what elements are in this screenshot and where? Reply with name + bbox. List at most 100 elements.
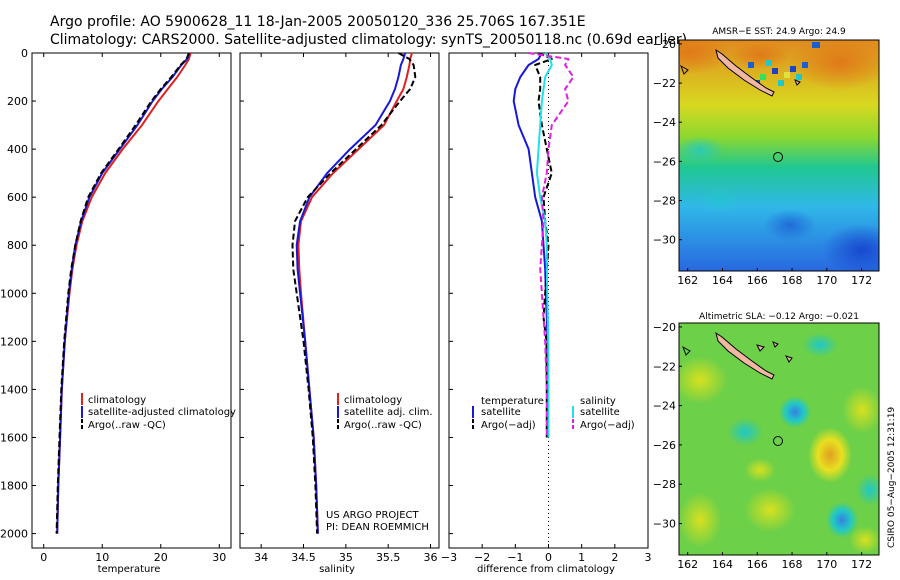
y-tick-label: 1800 (0, 480, 28, 493)
map-x-tick-label: 162 (677, 558, 698, 571)
sla-map-frame (678, 322, 880, 556)
legend-label-sal-argo: Argo(−adj) (580, 420, 635, 431)
map-x-tick-label: 166 (747, 274, 768, 287)
figure-title-line2: Climatology: CARS2000. Satellite-adjuste… (50, 32, 687, 48)
map-y-tick-label: −24 (653, 116, 676, 129)
x-tick-label: 3 (645, 551, 652, 564)
map-y-tick-label: −28 (653, 195, 676, 208)
x-tick-label: 20 (154, 551, 168, 564)
map-y-tick-label: −28 (653, 478, 676, 491)
x-tick-label: 0 (545, 551, 552, 564)
map-y-tick-label: −30 (653, 518, 676, 531)
new-caledonia-island (715, 331, 775, 380)
map-x-tick-label: 172 (851, 558, 872, 571)
temperature-legend: climatology satellite-adjusted climatolo… (81, 393, 236, 431)
map-y-tick-label: −30 (653, 234, 676, 247)
salinity-panel-frame (239, 52, 440, 549)
legend-label-sal-satellite: satellite (580, 407, 620, 418)
legend-label-temp-satellite: satellite (481, 407, 521, 418)
map-x-tick-label: 168 (782, 274, 803, 287)
x-tick-label: 2 (611, 551, 618, 564)
argo-float-marker (773, 152, 783, 162)
x-tick-label: −2 (474, 551, 490, 564)
temperature-xlabel: temperature (98, 564, 161, 575)
x-tick-label: −1 (507, 551, 523, 564)
project-annotation-line1: US ARGO PROJECT (326, 510, 420, 521)
x-tick-label: 35.5 (376, 551, 401, 564)
sst-map-frame (678, 39, 880, 272)
map-x-tick-label: 162 (677, 274, 698, 287)
legend-label-satellite: satellite adj. clim. (344, 407, 433, 418)
map-y-tick-label: −20 (653, 38, 676, 51)
x-tick-label: 10 (95, 551, 109, 564)
y-tick-label: 1000 (0, 287, 28, 300)
legend-label-argo: Argo(..raw -QC) (344, 420, 422, 431)
x-tick-label: 34.5 (291, 551, 316, 564)
y-tick-label: 1200 (0, 335, 28, 348)
temperature-panel-frame (31, 52, 232, 549)
legend-label-satellite: satellite-adjusted climatology (88, 407, 236, 418)
x-tick-label: 30 (212, 551, 226, 564)
difference-legend-salinity: salinity satellite Argo(−adj) (572, 396, 635, 431)
map-y-tick-label: −24 (653, 400, 676, 413)
legend-head-salinity: salinity (580, 396, 616, 407)
map-y-tick-label: −26 (653, 155, 676, 168)
y-tick-label: 0 (21, 47, 28, 60)
legend-label-argo: Argo(..raw -QC) (88, 420, 166, 431)
x-tick-label: 1 (578, 551, 585, 564)
difference-axis-ticks: −3 −2 −1 0 1 2 3 (441, 52, 652, 564)
temperature-axis-ticks: 0 10 20 30 0 200 400 600 800 1000 1200 1400 1600 1800… (0, 47, 226, 564)
map-x-tick-label: 168 (782, 558, 803, 571)
salinity-xlabel: salinity (319, 564, 355, 575)
x-tick-label: 35 (339, 551, 353, 564)
series-line-salinity-satellite (535, 52, 553, 438)
legend-head-temperature: temperature (481, 396, 544, 407)
y-tick-label: 1600 (0, 431, 28, 444)
argo-float-marker (773, 436, 783, 446)
y-tick-label: 600 (7, 191, 28, 204)
legend-label-climatology: climatology (344, 395, 402, 406)
map-y-tick-label: −26 (653, 439, 676, 452)
y-tick-label: 400 (7, 143, 28, 156)
sst-map-field (679, 40, 879, 271)
sla-map-field (679, 323, 879, 555)
difference-legend-temperature: temperature satellite Argo(−adj) (472, 396, 544, 431)
csiro-timestamp: CSIRO 05−Aug−2005 12:31:19 (887, 407, 897, 548)
y-tick-label: 2000 (0, 528, 28, 541)
legend-label-temp-argo: Argo(−adj) (481, 420, 536, 431)
new-caledonia-island (715, 48, 775, 97)
series-line-salinity-argo-adj (528, 52, 575, 438)
sst-map-ticks: 162 164 166 168 170 172 −20 −22 −24 −26 −28 −30 (653, 38, 872, 287)
x-tick-label: 36 (424, 551, 438, 564)
map-y-tick-label: −22 (653, 360, 676, 373)
sla-map-title: Altimetric SLA: −0.12 Argo: −0.021 (699, 312, 859, 322)
salinity-axis-ticks: 34 34.5 35 35.5 36 (240, 52, 438, 564)
x-tick-label: 34 (254, 551, 268, 564)
y-tick-label: 200 (7, 95, 28, 108)
difference-series (512, 52, 575, 438)
map-x-tick-label: 172 (851, 274, 872, 287)
series-line-climatology (56, 52, 192, 534)
map-y-tick-label: −20 (653, 321, 676, 334)
y-tick-label: 800 (7, 239, 28, 252)
series-line-argo-raw-qc (55, 52, 190, 534)
salinity-legend: climatology satellite adj. clim. Argo(..… (337, 393, 433, 431)
sst-map-title: AMSR−E SST: 24.9 Argo: 24.9 (712, 27, 846, 37)
difference-xlabel: difference from climatology (477, 564, 615, 575)
project-annotation-line2: PI: DEAN ROEMMICH (326, 522, 429, 533)
legend-label-climatology: climatology (88, 395, 146, 406)
map-x-tick-label: 164 (712, 558, 733, 571)
figure-title-line1: Argo profile: AO 5900628_11 18-Jan-2005 … (50, 14, 586, 30)
map-x-tick-label: 164 (712, 274, 733, 287)
x-tick-label: −3 (441, 551, 457, 564)
map-y-tick-label: −22 (653, 77, 676, 90)
salinity-series (291, 52, 417, 534)
map-x-tick-label: 170 (816, 274, 837, 287)
temperature-series (55, 52, 192, 534)
series-line-satellite-adjusted-climatology (56, 52, 191, 534)
y-tick-label: 1400 (0, 383, 28, 396)
map-x-tick-label: 166 (747, 558, 768, 571)
map-x-tick-label: 170 (816, 558, 837, 571)
series-line-satellite-adj-clim (295, 52, 407, 534)
